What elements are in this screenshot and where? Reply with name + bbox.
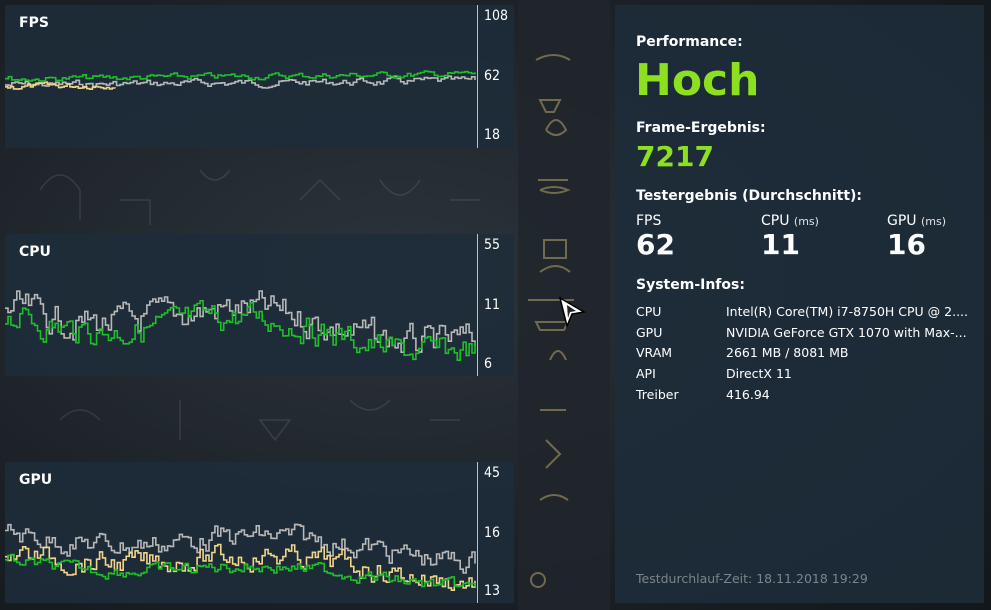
test-result-label: Testergebnis (Durchschnitt): [636,188,863,204]
performance-value: Hoch [635,55,760,106]
fps-trace-yellow [5,81,116,90]
fps-axis-line [477,5,478,148]
gpu-trace-gray [5,523,476,574]
results-panel: Performance: Hoch Frame-Ergebnis: 7217 T… [615,5,984,603]
cpu-graph-title: CPU [19,244,51,260]
gpu-trace-green [5,553,476,588]
stat-fps-value: 62 [636,228,675,261]
frame-result-label: Frame-Ergebnis: [636,120,766,136]
fps-trace-green [5,70,476,82]
gpu-graph-title: GPU [19,472,53,488]
sys-driver-key: Treiber [636,387,679,402]
sys-api-value: DirectX 11 [726,366,792,381]
gpu-graph-panel: GPU 45 16 13 [5,462,514,603]
sys-api-key: API [636,366,656,381]
cpu-tick-mid: 11 [484,297,501,313]
stat-cpu-value: 11 [761,228,800,261]
cpu-graph-plot [5,290,476,361]
fps-tick-max: 108 [484,8,509,24]
cpu-tick-min: 6 [484,356,493,372]
cpu-tick-max: 55 [484,237,501,253]
cpu-trace-gray [5,290,476,353]
fps-graph-title: FPS [19,15,49,31]
gpu-tick-mid: 16 [484,525,501,541]
stat-cpu-label: CPU (ms) [761,213,819,229]
sys-vram-key: VRAM [636,345,673,360]
fps-graph-plot [5,70,476,90]
gpu-tick-min: 13 [484,583,501,599]
stat-gpu-label: GPU (ms) [887,213,947,229]
cpu-axis-line [477,234,478,376]
fps-graph-panel: FPS 108 62 18 [5,5,514,148]
gpu-tick-max: 45 [484,465,501,481]
gpu-axis-line [477,462,478,603]
frame-result-value: 7217 [636,140,714,173]
mouse-cursor-icon [558,296,586,329]
sys-vram-value: 2661 MB / 8081 MB [726,345,849,360]
stat-fps-label: FPS [636,213,662,229]
gpu-trace-yellow [5,543,476,591]
cpu-graph-panel: CPU 55 11 6 [5,234,514,376]
sys-gpu-key: GPU [636,325,663,340]
cpu-trace-green [5,300,476,361]
sys-cpu-value: Intel(R) Core(TM) i7-8750H CPU @ 2.... [726,304,968,319]
system-info-label: System-Infos: [636,277,745,293]
sys-gpu-value: NVIDIA GeForce GTX 1070 with Max-... [726,325,967,340]
fps-tick-mid: 62 [484,68,501,84]
stat-gpu-value: 16 [887,228,926,261]
fps-tick-min: 18 [484,127,501,143]
gpu-graph-plot [5,523,476,591]
sys-driver-value: 416.94 [726,387,770,402]
test-run-time: Testdurchlauf-Zeit: 18.11.2018 19:29 [636,571,868,586]
sys-cpu-key: CPU [636,304,662,319]
performance-label: Performance: [636,34,743,50]
